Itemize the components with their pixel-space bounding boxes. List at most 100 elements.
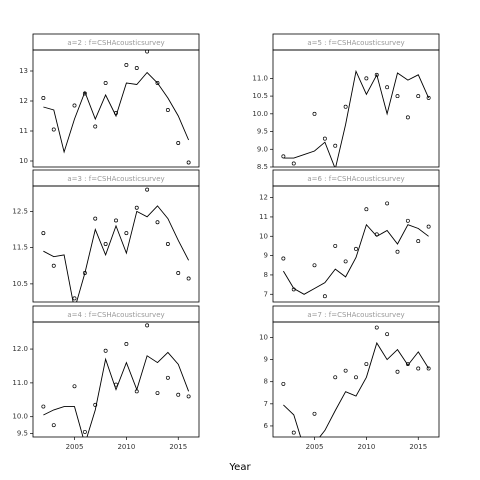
x-tick-label: 2005	[66, 443, 84, 451]
observed-point	[322, 136, 327, 141]
panel-strip-label: a=3 : f=CSHAcousticsurvey	[67, 175, 164, 183]
observed-point	[416, 366, 421, 371]
observed-point	[343, 368, 348, 373]
observed-point	[281, 381, 286, 386]
y-tick-label: 9.5	[257, 128, 268, 136]
observed-point	[333, 143, 338, 148]
y-tick-label: 10	[259, 333, 268, 341]
panel-2: a=5 : f=CSHAcousticsurvey 8.5 9.0 9.5 10.0 10…	[252, 33, 440, 171]
y-tick-label: 11.5	[12, 244, 28, 252]
observed-point	[426, 224, 431, 229]
y-tick-label: 9.5	[17, 430, 28, 438]
observed-point	[134, 205, 139, 210]
observed-point	[312, 111, 317, 116]
panel-1: a=2 : f=CSHAcousticsurvey 10 11 12 13	[19, 33, 200, 168]
observed-point	[124, 231, 129, 236]
observed-point	[72, 296, 77, 301]
observed-point	[405, 218, 410, 223]
observed-point	[405, 362, 410, 366]
observed-point	[395, 369, 400, 374]
observed-point	[416, 94, 421, 99]
observed-point	[186, 276, 191, 281]
observed-point	[165, 242, 170, 246]
observed-point	[385, 85, 390, 90]
observed-point	[416, 239, 421, 244]
observed-point	[176, 271, 181, 275]
y-tick-label: 9	[264, 252, 268, 260]
observed-point	[72, 103, 77, 108]
y-tick-label: 11	[19, 127, 28, 135]
observed-point	[291, 161, 296, 166]
observed-point	[385, 332, 390, 337]
observed-point	[41, 404, 46, 409]
observed-point	[374, 325, 379, 330]
panel-frame	[32, 49, 200, 168]
observed-point	[395, 249, 400, 254]
y-tick-label: 10.5	[252, 92, 268, 100]
y-tick-label: 9	[264, 356, 268, 364]
panel-data	[281, 201, 431, 299]
observed-point	[281, 256, 286, 261]
observed-point	[395, 94, 400, 99]
y-tick-label: 7	[264, 400, 268, 408]
observed-point	[165, 108, 170, 112]
observed-point	[41, 231, 46, 236]
panel-frame	[272, 321, 440, 438]
observed-point	[51, 423, 56, 428]
panel-4: a=6 : f=CSHAcousticsurvey 7 8 9 10 11 12	[259, 169, 440, 303]
observed-point	[374, 72, 379, 77]
observed-point	[155, 81, 160, 85]
observed-point	[72, 384, 77, 389]
observed-point	[93, 216, 98, 221]
panel-3: a=3 : f=CSHAcousticsurvey 10.5 11.5 12.5	[12, 169, 200, 303]
x-tick-label: 2015	[409, 443, 427, 451]
x-tick-label: 2010	[357, 443, 375, 451]
observed-point	[385, 201, 390, 206]
y-tick-label: 10.0	[252, 110, 268, 118]
observed-point	[291, 430, 296, 435]
y-tick-label: 8	[264, 271, 268, 279]
observed-point	[41, 96, 46, 100]
panel-data	[41, 50, 191, 165]
panel-frame	[32, 321, 200, 438]
y-tick-label: 12.0	[12, 345, 28, 353]
observed-point	[374, 232, 379, 237]
observed-point	[354, 375, 358, 380]
observed-point	[322, 294, 327, 299]
observed-point	[343, 104, 348, 109]
fitted-line	[283, 223, 429, 295]
y-tick-label: 12.5	[12, 207, 28, 215]
observed-point	[145, 187, 150, 192]
observed-point	[312, 263, 317, 268]
fitted-line	[283, 69, 430, 167]
panel-strip-label: a=4 : f=CSHAcousticsurvey	[67, 311, 164, 319]
observed-point	[186, 160, 191, 165]
observed-point	[114, 218, 118, 223]
panel-data	[281, 69, 431, 167]
observed-point	[176, 141, 181, 145]
panel-strip-label: a=2 : f=CSHAcousticsurvey	[67, 39, 164, 47]
observed-point	[323, 446, 326, 449]
observed-point	[114, 382, 118, 387]
panel-data	[41, 187, 191, 302]
observed-point	[82, 91, 87, 96]
observed-point	[333, 243, 338, 248]
observed-point	[103, 348, 108, 353]
observed-point	[103, 81, 108, 85]
y-tick-label: 12	[19, 97, 28, 105]
observed-point	[134, 66, 139, 70]
observed-point	[124, 63, 129, 67]
panel-data	[41, 323, 191, 437]
fitted-line	[283, 341, 429, 437]
observed-point	[333, 375, 338, 380]
panel-data	[281, 325, 431, 449]
x-axis-label: Year	[228, 462, 251, 473]
observed-point	[354, 246, 358, 251]
observed-point	[312, 411, 317, 416]
x-tick-label: 2010	[117, 443, 135, 451]
panel-frame	[272, 49, 440, 168]
observed-point	[82, 429, 87, 434]
observed-point	[291, 287, 296, 292]
observed-point	[426, 366, 431, 371]
y-tick-label: 7	[264, 290, 268, 298]
